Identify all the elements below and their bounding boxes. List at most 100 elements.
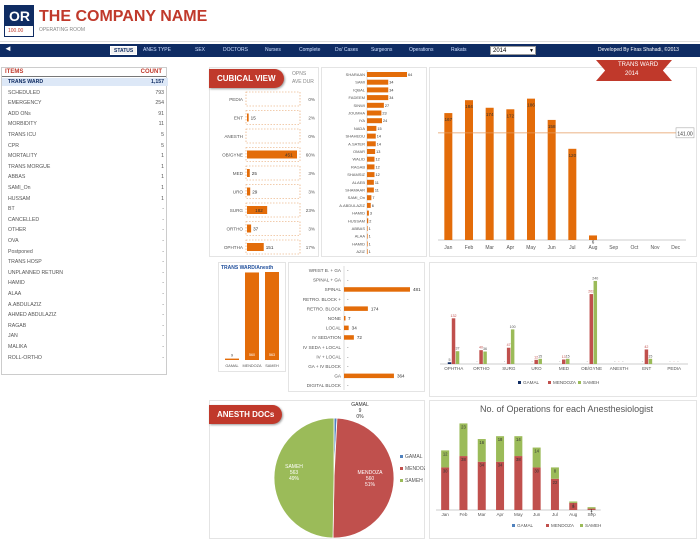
cubical-label: OB/GYNE [222, 153, 243, 158]
status-row-label: HAMID [8, 280, 25, 287]
pie-legend-label: GAMAL [405, 454, 423, 460]
surgeon-label: IYA [359, 118, 365, 123]
tab-anes-type[interactable]: ANES TYPE [143, 47, 171, 53]
status-row-label: UNPLANNED RETURN [8, 269, 64, 276]
tab-complete[interactable]: Complete [299, 47, 321, 53]
status-row-count: - [162, 291, 164, 297]
ops-legend-swatch [546, 524, 549, 527]
surgeon-bar [367, 210, 369, 216]
cubical-value: 15 [251, 116, 257, 121]
status-row[interactable]: EMERGENCY 254 [2, 99, 168, 107]
status-row[interactable]: MORBIDITY 11 [2, 120, 168, 128]
tab-status[interactable]: STATUS [110, 46, 138, 55]
dept-value: 36 [483, 347, 487, 351]
status-row[interactable]: AHMED ABDULAZIZ - [2, 311, 168, 319]
surgeon-label: IQBAL [353, 87, 366, 92]
status-row-count: 1 [161, 185, 164, 191]
tab-sex[interactable]: SEX [195, 47, 206, 53]
monthly-bar [568, 148, 577, 240]
status-row[interactable]: OTHER - [2, 226, 168, 234]
status-row-label: BT [8, 206, 15, 213]
status-row[interactable]: SCHEDULED 793 [2, 89, 168, 97]
ops-bar-segment [569, 502, 578, 510]
status-row[interactable]: TRANS WARD 1,157 [2, 78, 168, 87]
status-row[interactable]: TRANS HOSP - [2, 258, 168, 266]
cubical-frame [245, 91, 301, 107]
status-row[interactable]: MALIKA - [2, 343, 168, 351]
procedure-value: 7 [348, 316, 351, 321]
col-items-label: ITEMS [5, 69, 24, 75]
dept-tick: PEDIA [667, 366, 682, 371]
ops-bar-segment [459, 423, 468, 457]
dept-tick: OB/GYNE [581, 366, 602, 371]
tab-operations[interactable]: Operations [409, 47, 434, 53]
tab-doctors[interactable]: DOCTORS [223, 47, 248, 53]
dept-bar [447, 362, 452, 364]
ops-tick: May [514, 512, 523, 517]
tab-rakats[interactable]: Rakats [451, 47, 467, 53]
anestype-tick: GAMAL [225, 364, 238, 368]
ops-bar-value: 1 [590, 510, 593, 515]
status-row[interactable]: TRANS MORGUE 1 [2, 163, 168, 171]
status-row-count: - [162, 333, 164, 340]
status-row-label: ABBAS [8, 174, 26, 181]
back-arrow-icon[interactable]: ◄ [4, 44, 12, 53]
status-row[interactable]: CPR 5 [2, 142, 168, 150]
ops-bar-value: 23 [461, 424, 466, 429]
status-row[interactable]: ADD ONs 91 [2, 110, 168, 118]
status-row[interactable]: UNPLANNED RETURN - [2, 269, 168, 277]
procedure-label: LOCAL [326, 326, 342, 331]
ops-tick: Jun [533, 512, 541, 517]
cubical-title: CUBICAL VIEW [209, 69, 284, 88]
surgeon-value: 24 [383, 119, 387, 123]
surgeon-bar [367, 202, 371, 208]
status-row[interactable]: RAGAB - [2, 322, 168, 330]
cubical-percent: 3% [308, 171, 315, 176]
status-row-count: - [162, 322, 164, 329]
monthly-bar [527, 98, 535, 240]
procedure-bar [344, 325, 349, 331]
status-row-count: - [162, 216, 164, 223]
status-row[interactable]: HUSSAM 1 [2, 195, 168, 203]
surgeon-value: 6 [372, 204, 374, 208]
ops-legend-swatch [580, 524, 583, 527]
tab-dx-cases[interactable]: Dx/ Cases [335, 47, 359, 53]
dept-bar [455, 351, 460, 364]
pie-label-value: 9 [359, 408, 362, 414]
ops-bar-value: 5 [572, 504, 575, 509]
ops-bar-segment [532, 467, 541, 510]
cubical-value: 451 [285, 153, 293, 158]
status-row[interactable]: ROLL-ORTHO - [2, 354, 168, 362]
status-row[interactable]: A.ABDULAZIZ - [2, 301, 168, 309]
cubical-label: ENT [234, 116, 243, 121]
status-row[interactable]: Postponed - [2, 248, 168, 256]
monthly-chart: 167 Jan 184 Feb 174 Mar 172 Apr 186 May 158 Jun 120 J… [438, 98, 695, 251]
dept-value: - [622, 360, 624, 364]
status-row[interactable]: SAMI_On 1 [2, 184, 168, 192]
status-row[interactable]: TRANS ICU 5 [2, 131, 168, 139]
status-row[interactable]: OVA - [2, 237, 168, 245]
monthly-tick: Aug [589, 245, 598, 251]
tab-surgeons[interactable]: Surgeons [371, 47, 393, 53]
dept-bar [644, 349, 649, 364]
ops-bar-value: 22 [553, 480, 558, 485]
status-row[interactable]: HAMID - [2, 279, 168, 287]
status-row[interactable]: CANCELLED - [2, 216, 168, 224]
status-row[interactable]: ABBAS 1 [2, 173, 168, 181]
monthly-value: 120 [568, 153, 576, 158]
status-row[interactable]: ALAA - [2, 290, 168, 298]
dept-value: - [669, 360, 671, 364]
dept-value: - [587, 360, 589, 364]
surgeon-label: A.SATER [348, 141, 365, 146]
cubical-label: PEDIA [229, 97, 244, 102]
procedure-bar [344, 335, 354, 340]
surgeon-bar [367, 149, 376, 154]
tab-nurses[interactable]: Nurses [265, 47, 281, 53]
status-row[interactable]: MORTALITY 1 [2, 152, 168, 160]
year-select[interactable]: 2014 ▼ [490, 46, 536, 55]
status-row-label: SCHEDULED [8, 89, 40, 96]
status-row[interactable]: BT - [2, 205, 168, 213]
status-row[interactable]: JAN - [2, 332, 168, 340]
surgeon-value: 2 [369, 219, 371, 223]
ops-bar-value: 14 [534, 449, 539, 454]
